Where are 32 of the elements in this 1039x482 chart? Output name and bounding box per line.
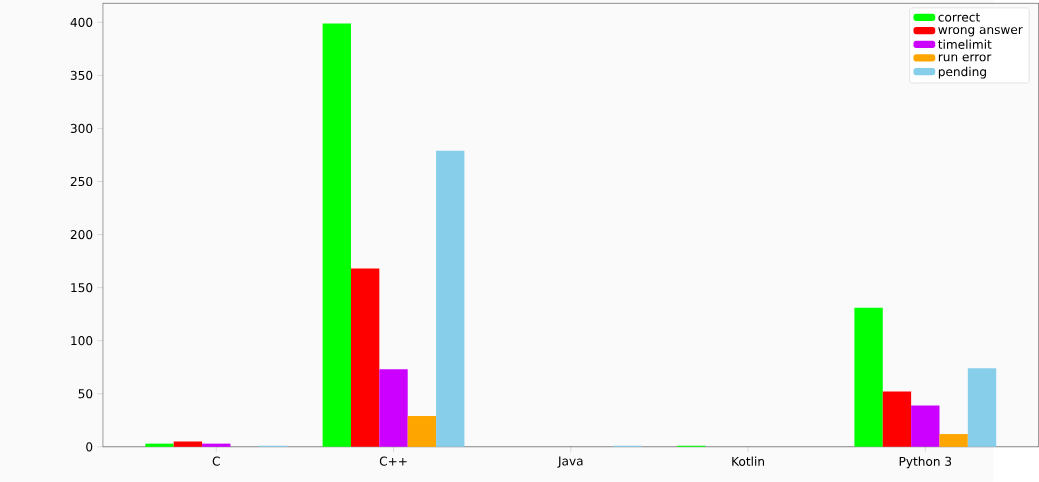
y-tick-label: 250 — [70, 176, 93, 187]
legend-label: run error — [938, 54, 992, 62]
bar — [202, 443, 231, 447]
bar — [939, 434, 968, 447]
x-tick-label: Python 3 — [899, 456, 952, 469]
y-tick-label: 0 — [86, 442, 93, 452]
y-tick-label: 200 — [70, 230, 93, 240]
y-tick-label: 350 — [70, 70, 93, 81]
y-tick-label: 400 — [70, 17, 93, 27]
bar — [173, 441, 203, 447]
legend-label: pending — [938, 66, 986, 79]
bar — [436, 150, 465, 447]
bar — [145, 443, 174, 447]
bar — [967, 368, 997, 447]
legend-label: timelimit — [938, 39, 992, 50]
x-tick-label: C — [212, 456, 220, 466]
y-tick-label: 100 — [71, 336, 93, 346]
legend-label: correct — [938, 13, 980, 22]
bar — [882, 391, 912, 447]
bar — [350, 268, 380, 447]
y-tick-label: 150 — [71, 283, 93, 293]
bar — [407, 416, 437, 447]
x-tick-label: Kotlin — [732, 456, 764, 466]
y-tick-label: 300 — [70, 123, 93, 134]
bar — [911, 405, 940, 447]
bar — [379, 369, 408, 447]
bar — [854, 307, 883, 447]
x-tick-label: Java — [557, 456, 583, 468]
x-tick-label: C++ — [379, 456, 407, 466]
y-tick-label: 50 — [78, 389, 93, 399]
legend-label: wrong answer — [938, 27, 1023, 37]
bar — [322, 23, 351, 447]
